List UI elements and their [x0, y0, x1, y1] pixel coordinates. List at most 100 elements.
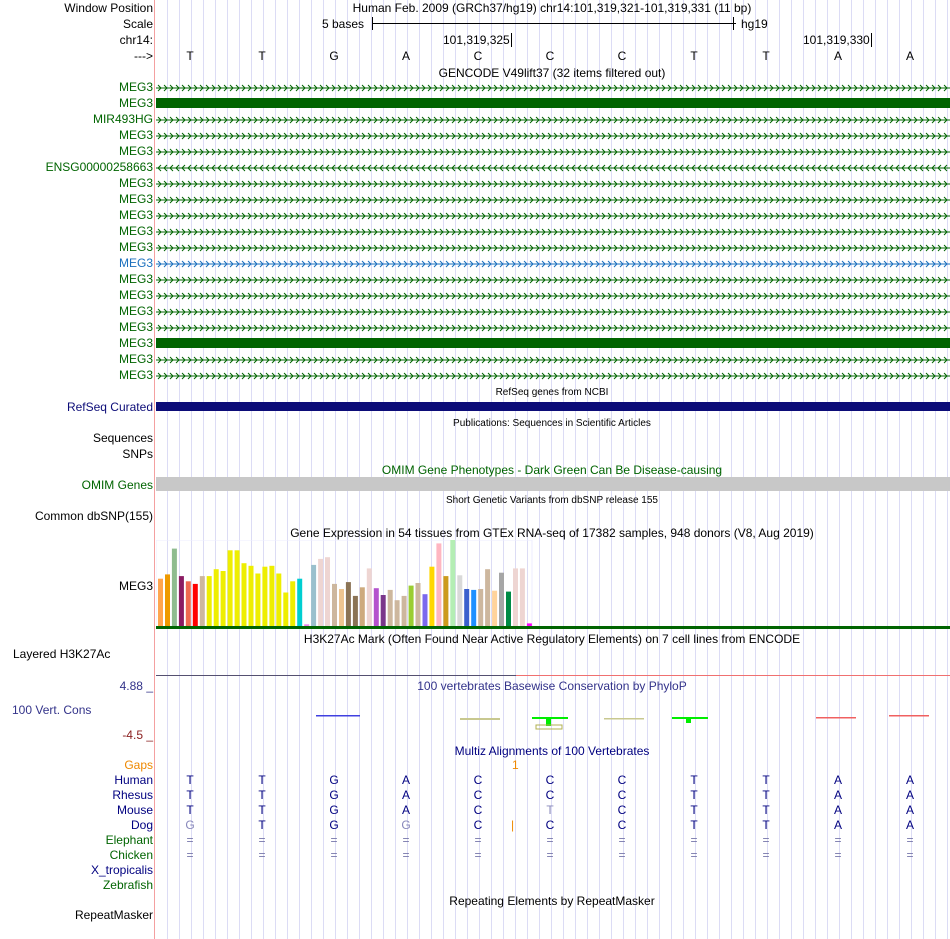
gtex-tissue-bar[interactable]	[359, 587, 365, 626]
gene-intron-line[interactable]	[156, 211, 950, 221]
species-label[interactable]: Human	[114, 773, 153, 787]
gtex-tissue-bar[interactable]	[422, 594, 428, 626]
gtex-tissue-bar[interactable]	[499, 572, 504, 626]
gtex-tissue-bar[interactable]	[206, 576, 212, 626]
gene-label[interactable]: MEG3	[118, 336, 153, 350]
dbsnp-label[interactable]: Common dbSNP(155)	[34, 509, 153, 523]
gtex-tissue-bar[interactable]	[248, 565, 254, 626]
gtex-tissue-bar[interactable]	[485, 569, 491, 626]
gtex-tissue-bar[interactable]	[443, 576, 449, 626]
gtex-tissue-bar[interactable]	[318, 558, 324, 626]
snps-label[interactable]: SNPs	[122, 447, 153, 461]
gene-intron-line[interactable]	[156, 323, 950, 333]
gene-intron-line[interactable]	[156, 195, 950, 205]
gene-intron-line[interactable]	[156, 115, 950, 125]
gtex-tissue-bar[interactable]	[311, 564, 317, 626]
gtex-tissue-bar[interactable]	[158, 578, 163, 626]
gtex-tissue-bar[interactable]	[352, 595, 358, 626]
gtex-tissue-bar[interactable]	[450, 540, 456, 626]
gtex-tissue-bar[interactable]	[429, 566, 435, 626]
gtex-tissue-bar[interactable]	[262, 566, 268, 626]
gtex-tissue-bar[interactable]	[255, 573, 261, 627]
gencode-title[interactable]: GENCODE V49lift37 (32 items filtered out…	[438, 66, 666, 80]
gene-intron-line[interactable]	[156, 163, 950, 173]
gene-label[interactable]: MEG3	[118, 144, 153, 158]
gene-intron-line[interactable]	[156, 131, 950, 141]
species-label[interactable]: Mouse	[116, 803, 153, 817]
gene-exon-bar[interactable]	[156, 98, 950, 108]
repeatmasker-label[interactable]: RepeatMasker	[74, 908, 153, 922]
gtex-tissue-bar[interactable]	[380, 595, 386, 626]
gtex-tissue-bar[interactable]	[276, 573, 282, 627]
h3k27ac-label[interactable]: Layered H3K27Ac	[13, 647, 111, 661]
gtex-tissue-bar[interactable]	[339, 589, 344, 626]
gtex-tissue-bar[interactable]	[290, 581, 296, 626]
gtex-tissue-bar[interactable]	[401, 595, 407, 626]
gene-label[interactable]: MEG3	[118, 320, 153, 334]
omim-label[interactable]: OMIM Genes	[81, 478, 153, 492]
gtex-label[interactable]: MEG3	[118, 579, 153, 593]
gtex-tissue-bar[interactable]	[478, 589, 484, 626]
species-label[interactable]: X_tropicalis	[90, 863, 153, 877]
gene-label[interactable]: MEG3	[118, 224, 153, 238]
gene-intron-line[interactable]	[156, 275, 950, 285]
gene-exon-bar[interactable]	[156, 338, 950, 348]
gaps-label[interactable]: Gaps	[124, 758, 153, 772]
gtex-tissue-bar[interactable]	[171, 548, 177, 626]
gtex-tissue-bar[interactable]	[283, 592, 289, 627]
species-label[interactable]: Dog	[130, 818, 153, 832]
gene-label[interactable]: MEG3	[118, 352, 153, 366]
phylop-plot[interactable]	[156, 700, 950, 740]
gtex-tissue-bar[interactable]	[332, 583, 337, 626]
gtex-tissue-bar[interactable]	[304, 624, 310, 626]
gtex-tissue-bar[interactable]	[234, 550, 240, 626]
gene-label[interactable]: MIR493HG	[92, 112, 153, 126]
gtex-tissue-bar[interactable]	[387, 589, 393, 626]
gtex-tissue-bar[interactable]	[492, 590, 498, 626]
phylop-label[interactable]: 100 Vert. Cons	[12, 703, 92, 717]
gtex-tissue-bar[interactable]	[227, 550, 233, 626]
gene-intron-line[interactable]	[156, 83, 950, 93]
gtex-tissue-bar[interactable]	[373, 588, 379, 626]
gene-label[interactable]: MEG3	[118, 288, 153, 302]
species-label[interactable]: Elephant	[105, 833, 153, 847]
gene-intron-line[interactable]	[156, 307, 950, 317]
gene-label[interactable]: MEG3	[118, 272, 153, 286]
gtex-tissue-bar[interactable]	[178, 576, 184, 626]
gtex-tissue-bar[interactable]	[506, 591, 511, 626]
species-label[interactable]: Zebrafish	[102, 878, 153, 892]
gene-label[interactable]: MEG3	[118, 256, 153, 270]
gene-intron-line[interactable]	[156, 147, 950, 157]
species-label[interactable]: Chicken	[109, 848, 153, 862]
gtex-tissue-bar[interactable]	[471, 589, 477, 626]
gene-label[interactable]: MEG3	[118, 80, 153, 94]
gtex-tissue-bar[interactable]	[408, 585, 414, 626]
gene-label[interactable]: MEG3	[118, 304, 153, 318]
gtex-tissue-bar[interactable]	[213, 569, 219, 626]
gtex-tissue-bar[interactable]	[199, 576, 205, 626]
gtex-tissue-bar[interactable]	[457, 575, 463, 626]
gene-label[interactable]: MEG3	[118, 192, 153, 206]
gene-label[interactable]: ENSG00000258663	[45, 160, 153, 174]
gene-intron-line[interactable]	[156, 227, 950, 237]
gtex-tissue-bar[interactable]	[526, 623, 532, 626]
gtex-tissue-bar[interactable]	[269, 565, 275, 626]
refseq-label[interactable]: RefSeq Curated	[66, 400, 153, 414]
gtex-tissue-bar[interactable]	[185, 581, 191, 626]
gtex-tissue-bar[interactable]	[415, 583, 421, 626]
refseq-gene-bar[interactable]	[156, 402, 950, 411]
gene-label[interactable]: MEG3	[118, 96, 153, 110]
gene-intron-line[interactable]	[156, 291, 950, 301]
gene-label[interactable]: MEG3	[118, 176, 153, 190]
gtex-tissue-bar[interactable]	[394, 600, 400, 626]
sequences-label[interactable]: Sequences	[92, 431, 153, 445]
gene-label[interactable]: MEG3	[118, 208, 153, 222]
gtex-tissue-bar[interactable]	[366, 568, 372, 626]
gtex-tissue-bar[interactable]	[325, 557, 330, 626]
gtex-tissue-bar[interactable]	[165, 574, 170, 626]
gtex-tissue-bar[interactable]	[513, 568, 518, 626]
omim-bar[interactable]	[156, 477, 950, 491]
gene-label[interactable]: MEG3	[118, 240, 153, 254]
gene-label[interactable]: MEG3	[118, 368, 153, 382]
gtex-tissue-bar[interactable]	[241, 563, 247, 626]
